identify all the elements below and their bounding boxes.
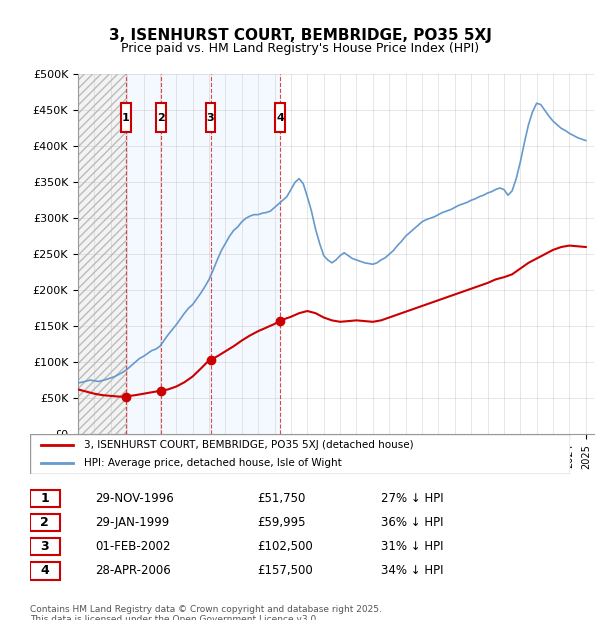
Text: 31% ↓ HPI: 31% ↓ HPI (381, 540, 443, 553)
Text: £59,995: £59,995 (257, 516, 305, 529)
Text: 4: 4 (40, 564, 49, 577)
FancyBboxPatch shape (30, 434, 570, 474)
Bar (125, 74, 280, 434)
Text: Contains HM Land Registry data © Crown copyright and database right 2025.
This d: Contains HM Land Registry data © Crown c… (30, 604, 382, 620)
Text: 29-JAN-1999: 29-JAN-1999 (95, 516, 169, 529)
Text: 3: 3 (207, 113, 214, 123)
FancyBboxPatch shape (275, 103, 285, 132)
FancyBboxPatch shape (30, 538, 60, 556)
Text: 3, ISENHURST COURT, BEMBRIDGE, PO35 5XJ (detached house): 3, ISENHURST COURT, BEMBRIDGE, PO35 5XJ … (84, 440, 413, 450)
Text: 1: 1 (122, 113, 130, 123)
Text: 4: 4 (276, 113, 284, 123)
Text: 28-APR-2006: 28-APR-2006 (95, 564, 170, 577)
Text: 3, ISENHURST COURT, BEMBRIDGE, PO35 5XJ: 3, ISENHURST COURT, BEMBRIDGE, PO35 5XJ (109, 28, 491, 43)
FancyBboxPatch shape (206, 103, 215, 132)
Text: 29-NOV-1996: 29-NOV-1996 (95, 492, 173, 505)
Text: 27% ↓ HPI: 27% ↓ HPI (381, 492, 443, 505)
Text: £102,500: £102,500 (257, 540, 313, 553)
Text: Price paid vs. HM Land Registry's House Price Index (HPI): Price paid vs. HM Land Registry's House … (121, 42, 479, 55)
Bar (78, 74, 125, 434)
Text: £157,500: £157,500 (257, 564, 313, 577)
FancyBboxPatch shape (30, 562, 60, 580)
Text: HPI: Average price, detached house, Isle of Wight: HPI: Average price, detached house, Isle… (84, 458, 342, 468)
Text: 1: 1 (40, 492, 49, 505)
FancyBboxPatch shape (121, 103, 131, 132)
Text: 36% ↓ HPI: 36% ↓ HPI (381, 516, 443, 529)
Text: 01-FEB-2002: 01-FEB-2002 (95, 540, 170, 553)
FancyBboxPatch shape (30, 514, 60, 531)
Text: 34% ↓ HPI: 34% ↓ HPI (381, 564, 443, 577)
Text: 2: 2 (40, 516, 49, 529)
Text: 2: 2 (157, 113, 165, 123)
Bar (78, 74, 125, 434)
FancyBboxPatch shape (30, 490, 60, 507)
Text: £51,750: £51,750 (257, 492, 305, 505)
FancyBboxPatch shape (157, 103, 166, 132)
Text: 3: 3 (40, 540, 49, 553)
